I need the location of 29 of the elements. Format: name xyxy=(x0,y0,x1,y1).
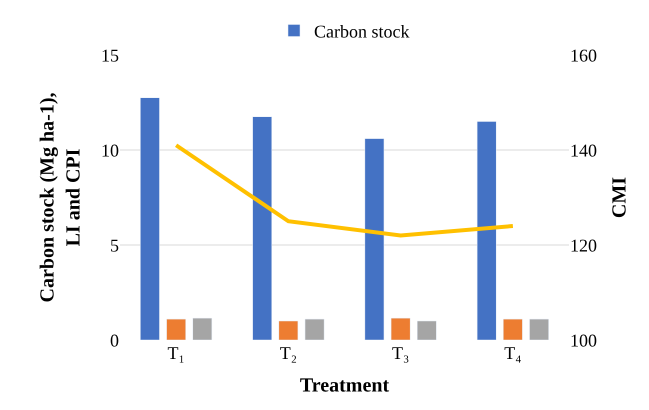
bar xyxy=(140,98,160,340)
y2-tick-label: 160 xyxy=(570,45,597,66)
bar xyxy=(278,320,298,340)
bar xyxy=(166,318,186,340)
bar xyxy=(503,318,523,340)
y-tick-label: 10 xyxy=(101,140,119,160)
bar xyxy=(192,318,212,340)
bar xyxy=(529,318,549,340)
y2-axis-title: CMI xyxy=(608,176,630,218)
y2-tick-label: 140 xyxy=(570,140,597,160)
legend-label: Carbon stock xyxy=(314,22,410,42)
bar xyxy=(364,138,384,340)
x-tick-label: T₂ xyxy=(280,343,298,363)
bar xyxy=(252,116,272,340)
y2-tick-label: 120 xyxy=(570,235,597,256)
y2-tick-label: 100 xyxy=(570,330,597,350)
bar xyxy=(304,318,324,340)
y-tick-label: 0 xyxy=(110,330,119,350)
bar xyxy=(476,121,496,340)
bar xyxy=(390,318,410,340)
x-tick-label: T₃ xyxy=(392,343,410,363)
y-axis-title: Carbon stock (Mg ha-1), LI and CPI xyxy=(36,92,84,302)
x-tick-label: T₄ xyxy=(504,343,522,363)
bar xyxy=(417,320,437,340)
y-tick-label: 5 xyxy=(110,235,119,256)
x-axis-title: Treatment xyxy=(300,374,390,396)
x-tick-label: T₁ xyxy=(167,343,185,363)
y-tick-label: 15 xyxy=(101,45,119,66)
line-series xyxy=(174,143,515,238)
